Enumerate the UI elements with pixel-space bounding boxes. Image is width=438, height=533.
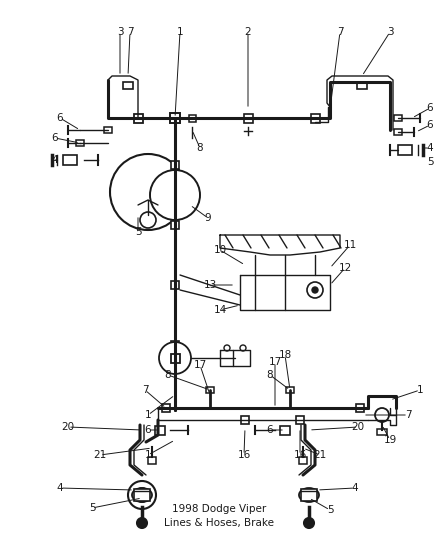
Text: 7: 7 [405,410,411,420]
Bar [171,161,179,169]
Bar [280,425,290,434]
Text: 6: 6 [267,425,273,435]
Bar [286,387,294,393]
Text: 4: 4 [427,143,433,153]
Bar [123,82,133,88]
Bar [244,114,252,123]
Text: 18: 18 [279,350,292,360]
Bar [311,114,319,123]
Text: 19: 19 [383,435,397,445]
Bar [134,489,150,501]
Circle shape [159,342,191,374]
Text: 4: 4 [52,155,58,165]
Bar [155,425,165,434]
Circle shape [224,345,230,351]
Bar [104,127,112,133]
Text: 13: 13 [203,280,217,290]
Text: 8: 8 [165,370,171,380]
Text: 1: 1 [145,450,151,460]
Text: 5: 5 [327,505,333,515]
Text: 7: 7 [337,27,343,37]
Ellipse shape [299,488,319,502]
Text: 16: 16 [293,450,307,460]
Text: 6: 6 [52,133,58,143]
Text: 6: 6 [427,120,433,130]
Circle shape [110,154,186,230]
Bar [357,82,367,88]
Bar [148,456,156,464]
Circle shape [135,488,149,502]
Bar [398,145,412,155]
Text: 5: 5 [135,227,141,237]
Text: 8: 8 [197,143,203,153]
Text: 8: 8 [267,370,273,380]
Bar [63,155,77,165]
Bar [206,387,214,393]
Bar [171,341,179,349]
Text: 1: 1 [177,27,184,37]
Text: 16: 16 [237,450,251,460]
Text: 9: 9 [205,213,211,223]
Bar [394,129,402,135]
Text: 10: 10 [213,245,226,255]
Text: 2: 2 [245,27,251,37]
Text: 5: 5 [88,503,95,513]
Circle shape [140,212,156,228]
Text: 6: 6 [57,113,64,123]
Text: 20: 20 [61,422,74,432]
Text: 1: 1 [417,385,423,395]
Text: 1: 1 [145,410,151,420]
Text: 1998 Dodge Viper
Lines & Hoses, Brake: 1998 Dodge Viper Lines & Hoses, Brake [164,504,274,528]
Text: 12: 12 [339,263,352,273]
Bar [162,404,170,412]
Text: 20: 20 [351,422,364,432]
Text: 17: 17 [268,357,282,367]
Text: 6: 6 [427,103,433,113]
Text: 17: 17 [193,360,207,370]
Text: 7: 7 [127,27,133,37]
Bar [394,115,402,121]
Text: 3: 3 [117,27,124,37]
Bar [299,456,307,464]
Circle shape [240,345,246,351]
Bar [356,404,364,412]
Bar [296,416,304,424]
Circle shape [150,170,200,220]
Text: 6: 6 [145,425,151,435]
Bar [377,429,387,435]
Text: 4: 4 [352,483,358,493]
Text: 5: 5 [427,157,433,167]
Text: 14: 14 [213,305,226,315]
Text: 4: 4 [57,483,64,493]
Circle shape [307,282,323,298]
Bar [171,221,179,229]
Text: 7: 7 [141,385,148,395]
Circle shape [312,287,318,293]
Bar [241,416,249,424]
Bar [170,113,180,123]
Bar [170,353,180,362]
Bar [188,115,195,122]
Text: 3: 3 [387,27,393,37]
Circle shape [137,518,147,528]
Ellipse shape [132,488,152,502]
Text: 21: 21 [93,450,106,460]
Bar [171,281,179,289]
Circle shape [304,518,314,528]
Text: 21: 21 [313,450,327,460]
Text: 11: 11 [343,240,357,250]
Bar [301,489,317,501]
Circle shape [128,481,156,509]
Bar [134,114,142,123]
Circle shape [375,408,389,422]
Bar [76,140,84,146]
